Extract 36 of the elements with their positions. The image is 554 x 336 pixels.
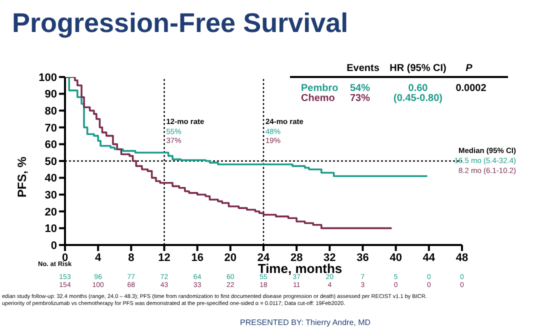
annotation: 0.0002 <box>456 83 486 94</box>
x-tick-label: 20 <box>224 252 237 264</box>
y-tick-label: 70 <box>44 122 57 134</box>
x-tick-label: 12 <box>158 252 170 264</box>
y-tick-label: 0 <box>50 240 57 252</box>
y-tick-label: 20 <box>44 206 57 218</box>
text: PRESENTED BY: Thierry Andre, MD <box>240 318 371 327</box>
x-tick-label: 8 <box>128 252 134 264</box>
annotation: 0.60 <box>408 83 428 94</box>
chart-title: Progression-Free Survival <box>12 8 348 39</box>
text: Pembro <box>301 83 338 94</box>
text: HR (95% CI) <box>390 63 446 74</box>
x-tick-label: 44 <box>422 252 436 264</box>
x-tick-label: 32 <box>324 252 336 264</box>
y-tick-label: 10 <box>44 223 57 236</box>
annotation: 54% <box>350 83 370 94</box>
y-tick-label: 90 <box>44 88 57 101</box>
y-tick-label: 100 <box>38 72 57 84</box>
y-tick-label: 60 <box>44 139 57 152</box>
x-tick-label: 36 <box>356 252 369 264</box>
y-tick-label: 30 <box>44 190 57 202</box>
x-tick-label: 4 <box>95 252 102 264</box>
x-tick-label: 28 <box>290 252 303 264</box>
x-tick-label: 16 <box>191 252 204 264</box>
x-tick-label: 40 <box>390 252 402 264</box>
x-tick-label: 48 <box>456 252 468 264</box>
x-tick-label: 24 <box>257 252 270 264</box>
text: P <box>466 63 472 74</box>
y-tick-label: 40 <box>44 172 57 185</box>
y-tick-label: 50 <box>44 156 57 168</box>
y-axis-title: PFS, % <box>15 156 29 198</box>
text: Chemo <box>301 93 335 104</box>
annotation: 73% <box>350 93 370 104</box>
annotation: (0.45-0.80) <box>394 93 442 104</box>
text: Events <box>346 63 380 74</box>
y-tick-label: 80 <box>44 106 57 118</box>
